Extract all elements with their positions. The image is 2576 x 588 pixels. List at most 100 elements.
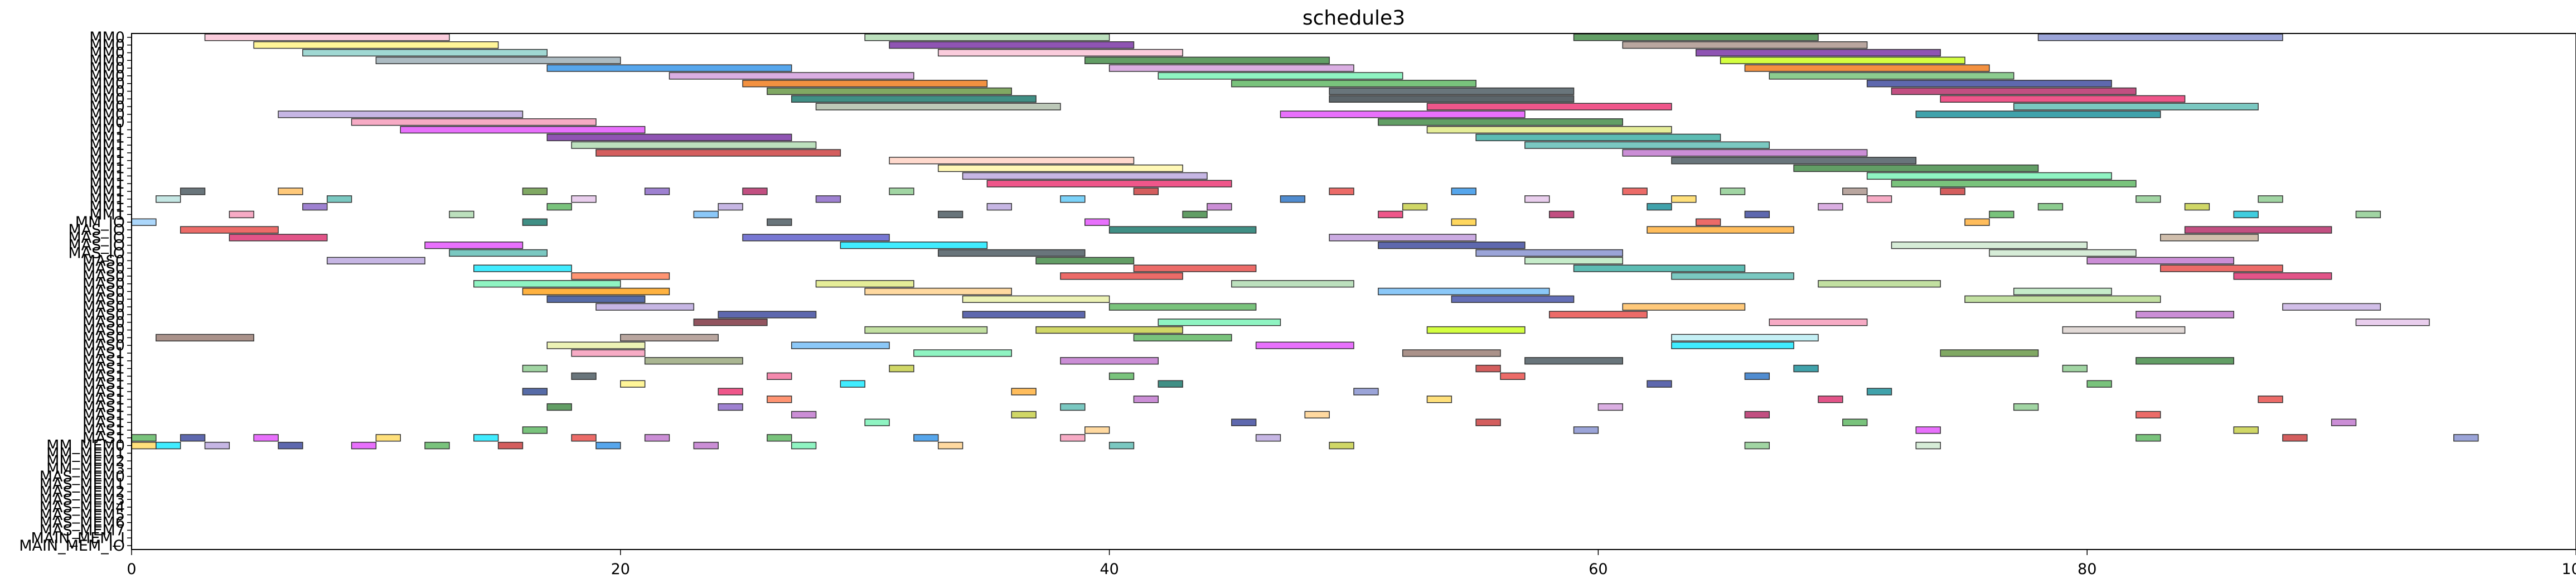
task-bar: [2453, 434, 2479, 442]
task-bar: [449, 210, 474, 219]
task-bar: [375, 56, 621, 64]
task-bar: [302, 203, 328, 211]
task-bar: [1378, 287, 1550, 296]
y-tick-label: MM1: [89, 122, 125, 139]
task-bar: [669, 72, 914, 80]
task-bar: [1671, 157, 1917, 165]
task-bar: [1231, 280, 1354, 288]
y-tick-label: MAS1: [83, 391, 125, 408]
y-tick-label: MAS_MEM2: [40, 483, 125, 500]
y-tick-label: MM1: [89, 183, 125, 200]
task-bar: [2013, 103, 2259, 110]
task-bar: [1475, 133, 1721, 142]
task-bar: [718, 388, 743, 396]
y-tick-label: MAS1: [83, 406, 125, 423]
task-bar: [1133, 187, 1159, 195]
task-bar: [742, 187, 768, 195]
y-tick-label: MAIN_MEM_IO: [19, 537, 125, 555]
task-bar: [1378, 118, 1623, 126]
y-tick-label: MAS0: [83, 268, 125, 285]
task-bar: [278, 441, 303, 450]
task-bar: [2258, 195, 2283, 203]
task-bar: [2086, 380, 2112, 388]
task-bar: [1671, 341, 1794, 349]
task-bar: [1891, 87, 2137, 95]
task-bar: [2355, 210, 2381, 219]
task-bar: [473, 264, 572, 272]
y-tick-label: MAS0: [83, 322, 125, 339]
task-bar: [1426, 326, 1526, 334]
task-bar: [644, 434, 670, 442]
task-bar: [913, 434, 939, 442]
task-bar: [889, 364, 914, 373]
task-bar: [1402, 349, 1501, 357]
task-bar: [1696, 49, 1941, 57]
task-bar: [1622, 303, 1746, 311]
task-bar: [1378, 242, 1526, 249]
y-tick-label: MM0: [89, 68, 125, 85]
task-bar: [156, 441, 181, 450]
y-tick-label: MAS0: [83, 260, 125, 277]
y-tick-label: MAS_MEM4: [40, 499, 125, 516]
y-tick-label: MAS1: [83, 399, 125, 416]
task-bar: [180, 434, 206, 442]
task-bar: [1108, 303, 1257, 311]
y-tick-label: MAS1: [83, 353, 125, 370]
y-tick-label: MAS1: [83, 360, 125, 378]
task-bar: [889, 157, 1135, 165]
task-bar: [718, 203, 743, 211]
task-bar: [1915, 441, 1941, 450]
task-bar: [546, 133, 792, 142]
task-bar: [1158, 319, 1281, 326]
task-bar: [1866, 195, 1892, 203]
y-tick-label: MM_MEM2: [46, 452, 125, 470]
task-bar: [1647, 226, 1794, 234]
chart-title: schedule3: [1302, 7, 1405, 30]
task-bar: [1011, 388, 1037, 396]
y-tick-label: MM1: [89, 175, 125, 192]
y-tick-label: MM_IO: [75, 214, 125, 231]
task-bar: [815, 280, 914, 288]
y-axis: MM0MM0MM0MM0MM0MM0MM0MM0MM0MM0MM0MM0MM1M…: [19, 29, 132, 555]
task-bar: [375, 434, 401, 442]
task-bar: [1793, 364, 1819, 373]
task-bar: [1940, 187, 1965, 195]
y-tick-label: MM0: [89, 114, 125, 131]
task-bar: [2355, 319, 2430, 326]
task-bar: [204, 441, 230, 450]
task-bar: [1671, 272, 1794, 280]
task-bar: [522, 287, 670, 296]
task-bar: [1548, 210, 1575, 219]
task-bar: [595, 303, 695, 311]
task-bar: [1524, 357, 1623, 365]
task-bar: [1108, 226, 1257, 234]
y-tick-label: MM0: [89, 83, 125, 100]
task-bar: [522, 218, 548, 226]
task-bar: [1426, 126, 1672, 134]
task-bar: [1647, 380, 1672, 388]
task-bar: [889, 187, 914, 195]
task-bar: [546, 295, 646, 303]
task-bar: [1940, 349, 2039, 357]
task-bar: [1329, 87, 1575, 95]
task-bar: [497, 441, 524, 450]
task-bar: [1231, 418, 1257, 426]
y-tick-label: MM1: [89, 167, 125, 185]
task-bar: [1231, 80, 1476, 88]
task-bar: [937, 49, 1183, 57]
y-tick-label: MAS1: [83, 345, 125, 362]
task-bar: [767, 396, 792, 403]
task-bar: [1573, 264, 1746, 272]
task-bar: [644, 357, 743, 365]
task-bar: [1524, 257, 1623, 264]
task-bar: [2136, 195, 2161, 203]
y-tick-label: MAIN_MEM_I: [31, 529, 125, 547]
task-bar: [2233, 210, 2259, 219]
task-bar: [571, 372, 597, 380]
task-bar: [571, 195, 597, 203]
y-tick-label: MAS0: [83, 306, 125, 324]
task-bar: [1842, 187, 1868, 195]
task-bar: [1011, 411, 1037, 419]
task-bar: [644, 187, 670, 195]
task-bar: [1891, 242, 2088, 249]
